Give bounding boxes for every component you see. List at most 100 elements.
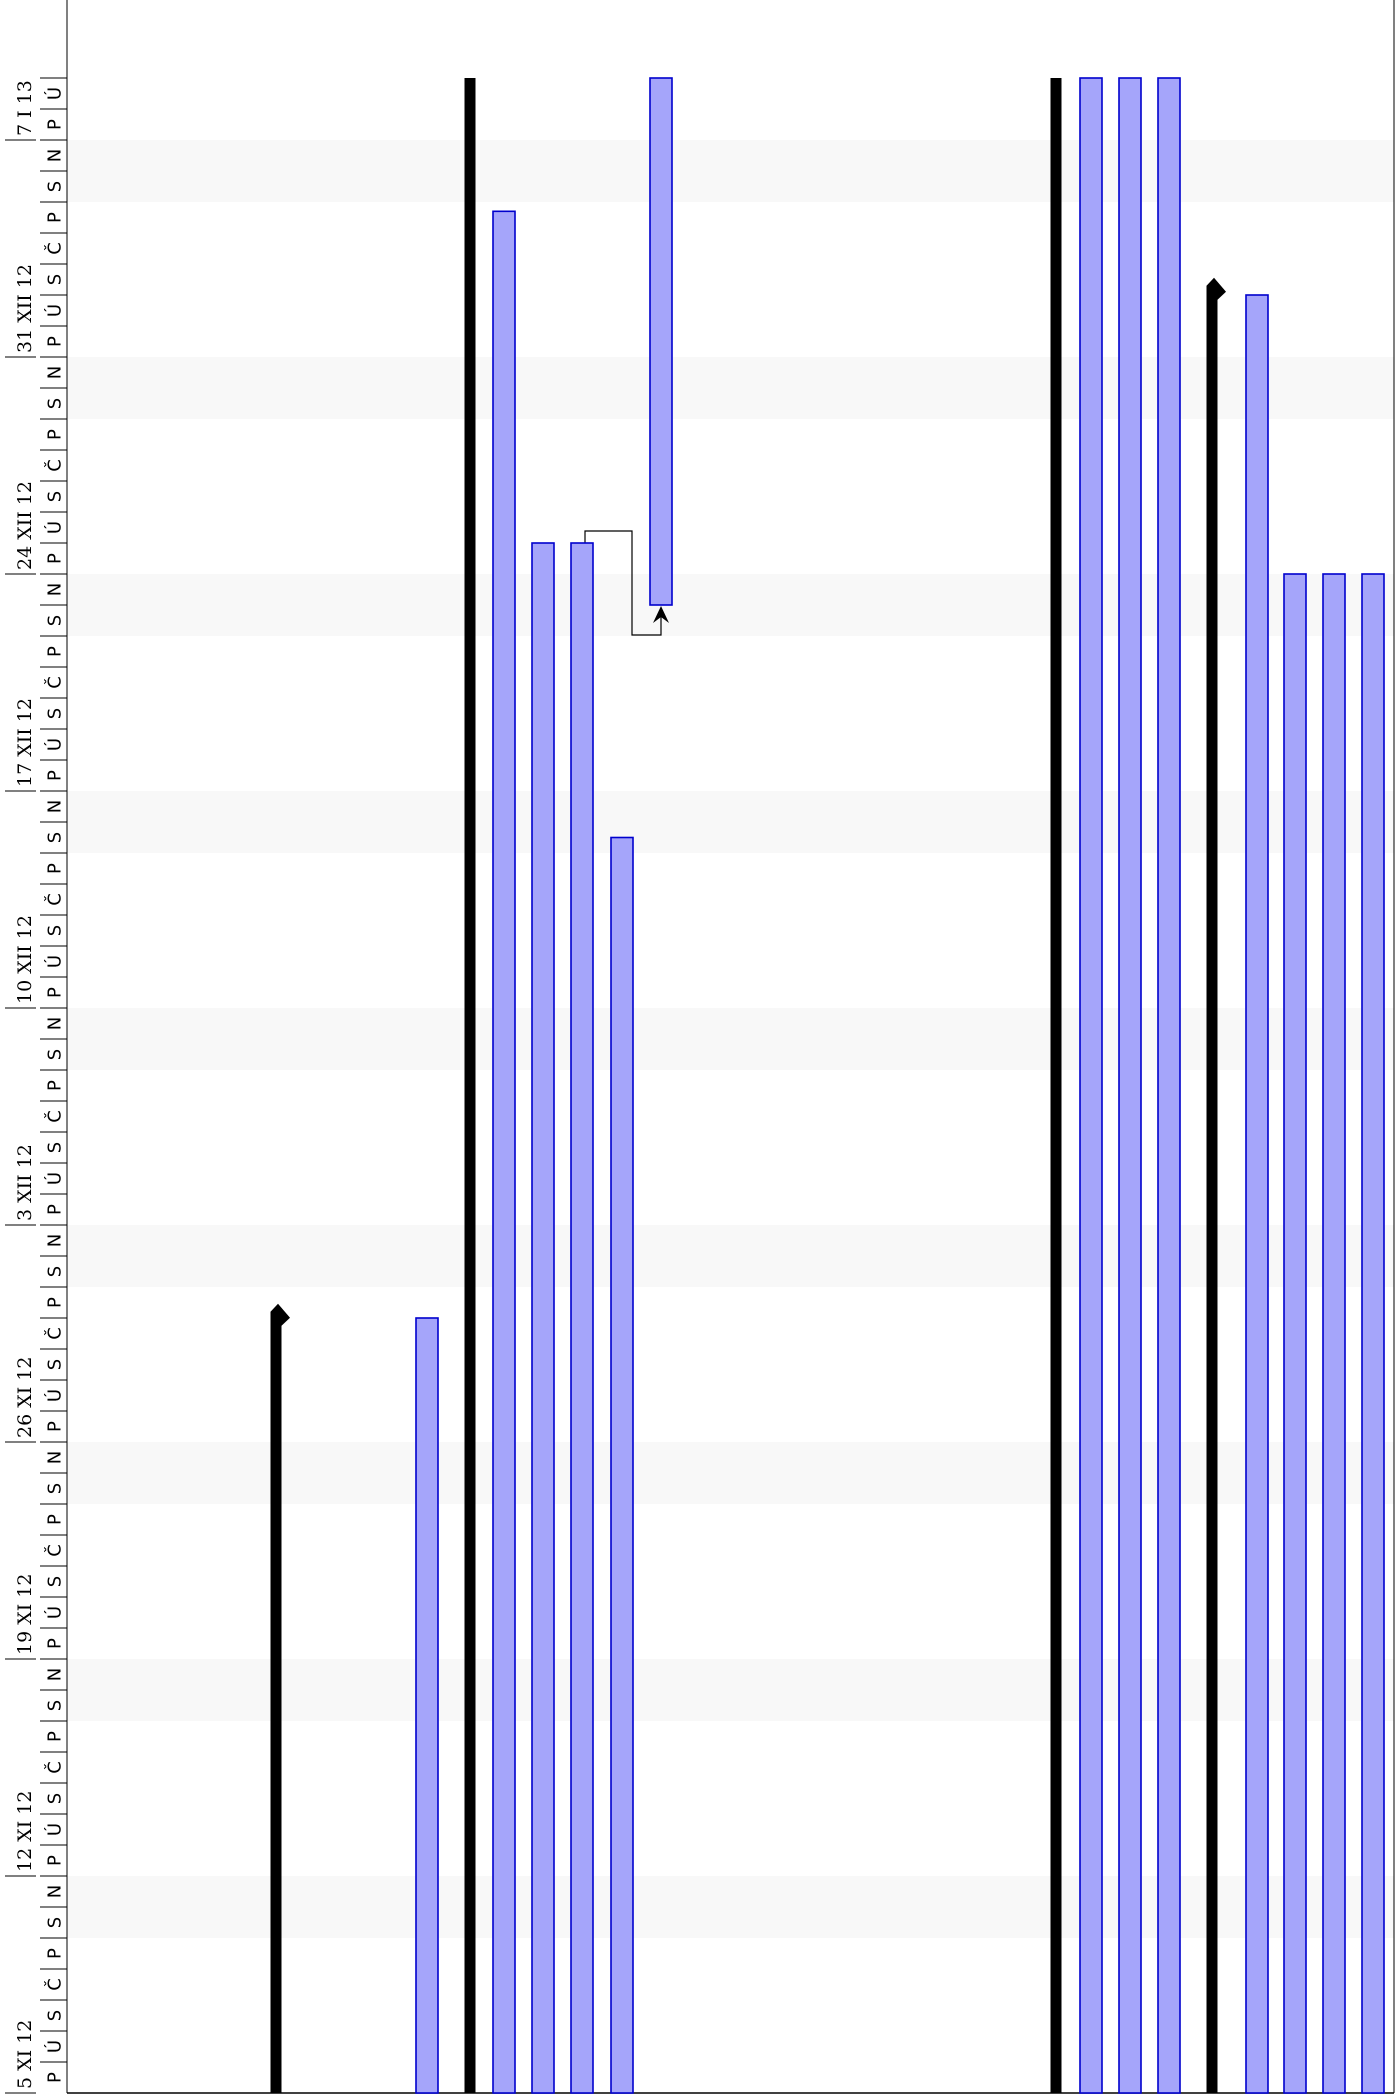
weekday-label: S [45, 398, 66, 409]
weekday-label: S [45, 181, 66, 192]
weekday-label: N [45, 800, 66, 813]
weekday-label: S [45, 1266, 66, 1277]
week-label: 24 XII 12 [14, 481, 36, 570]
weekend-band [67, 1225, 1394, 1287]
task-bar[interactable] [1245, 294, 1269, 2094]
weekend-band [67, 1008, 1394, 1070]
weekday-label: S [45, 925, 66, 936]
weekday-label: P [45, 1731, 66, 1742]
weekday-label: P [45, 1297, 66, 1308]
task-bar[interactable] [1118, 77, 1142, 2094]
weekday-label: Č [44, 1544, 66, 1557]
dependency-line [584, 530, 662, 636]
weekday-label: N [45, 583, 66, 596]
weekday-label: Č [44, 1110, 66, 1123]
weekday-label: P [45, 553, 66, 564]
task-bar[interactable] [1283, 573, 1307, 2094]
dependency-links [584, 530, 669, 636]
weekday-label: P [45, 863, 66, 874]
weekend-band [67, 1442, 1394, 1504]
weekday-label: P [45, 987, 66, 998]
task-bar[interactable] [649, 77, 673, 606]
task-bar[interactable] [570, 542, 594, 2094]
summary-bar[interactable] [270, 1311, 282, 2093]
summary-bar[interactable] [1206, 285, 1218, 2094]
weekday-label: P [45, 212, 66, 223]
week-label: 5 XI 12 [14, 2020, 36, 2089]
week-label: 26 XI 12 [14, 1357, 36, 1438]
weekday-label: S [45, 832, 66, 843]
weekday-label: Č [44, 1327, 66, 1340]
weekday-label: P [45, 429, 66, 440]
weekday-label: Ú [44, 2040, 66, 2053]
weekday-label: P [45, 770, 66, 781]
task-bar[interactable] [1322, 573, 1346, 2094]
week-label: 31 XII 12 [14, 264, 36, 353]
weekday-label: Č [44, 1978, 66, 1991]
week-label: 7 I 13 [14, 80, 36, 136]
weekday-label: Č [44, 242, 66, 255]
weekday-label: N [45, 149, 66, 162]
task-bar[interactable] [531, 542, 555, 2094]
weekday-label: S [45, 2010, 66, 2021]
weekday-label: P [45, 119, 66, 130]
task-bars [270, 77, 1385, 2094]
weekday-label: Č [44, 893, 66, 906]
weekend-band [67, 357, 1394, 419]
task-bar[interactable] [415, 1317, 439, 2094]
weekday-label: S [45, 1142, 66, 1153]
weekday-label: N [45, 1668, 66, 1681]
weekday-label: Č [44, 459, 66, 472]
weekday-label: Ú [44, 1389, 66, 1402]
weekday-label: P [45, 1855, 66, 1866]
task-bar[interactable] [1361, 573, 1385, 2094]
task-bar[interactable] [492, 210, 516, 2094]
weekday-label: P [45, 1948, 66, 1959]
weekday-label: P [45, 646, 66, 657]
weekday-label: P [45, 336, 66, 347]
weekend-band [67, 140, 1394, 202]
weekday-label: S [45, 1700, 66, 1711]
summary-end-marker [270, 1303, 290, 1326]
weekday-label: P [45, 1638, 66, 1649]
week-label: 12 XI 12 [14, 1791, 36, 1872]
weekday-label: P [45, 1514, 66, 1525]
weekday-label: P [45, 1421, 66, 1432]
summary-end-marker [1206, 277, 1226, 300]
weekday-label: Č [44, 676, 66, 689]
weekday-label: Ú [44, 87, 66, 100]
weekday-label: S [45, 274, 66, 285]
week-label: 10 XII 12 [14, 915, 36, 1004]
weekday-label: N [45, 366, 66, 379]
weekday-label: Ú [44, 1606, 66, 1619]
task-bar[interactable] [1157, 77, 1181, 2094]
weekday-label: Č [44, 1761, 66, 1774]
task-bar[interactable] [1079, 77, 1103, 2094]
date-axis: P Ú S Č P S N P Ú S Č P S N P Ú S Č P S N P Ú S Č P S N P Ú S Č P S N P Ú S Č P… [5, 0, 1395, 2094]
weekday-label: S [45, 1576, 66, 1587]
weekend-shading [67, 140, 1394, 1938]
weekday-label: P [45, 1204, 66, 1215]
week-label: 19 XI 12 [14, 1574, 36, 1655]
weekday-label: Ú [44, 521, 66, 534]
weekday-label: Ú [44, 1172, 66, 1185]
weekday-label: Ú [44, 1823, 66, 1836]
weekday-label: P [45, 1080, 66, 1091]
task-bar[interactable] [610, 836, 634, 2094]
weekday-label: S [45, 1793, 66, 1804]
weekday-label: S [45, 1483, 66, 1494]
weekend-band [67, 574, 1394, 636]
weekend-band [67, 1659, 1394, 1721]
weekday-label: S [45, 615, 66, 626]
summary-bar[interactable] [464, 78, 476, 2093]
weekday-label: N [45, 1885, 66, 1898]
weekday-label: N [45, 1234, 66, 1247]
weekday-label: N [45, 1451, 66, 1464]
weekday-label: S [45, 491, 66, 502]
weekend-band [67, 791, 1394, 853]
weekday-label: Ú [44, 304, 66, 317]
weekday-label: P [45, 2072, 66, 2083]
summary-bar[interactable] [1050, 78, 1062, 2093]
weekday-label: N [45, 1017, 66, 1030]
